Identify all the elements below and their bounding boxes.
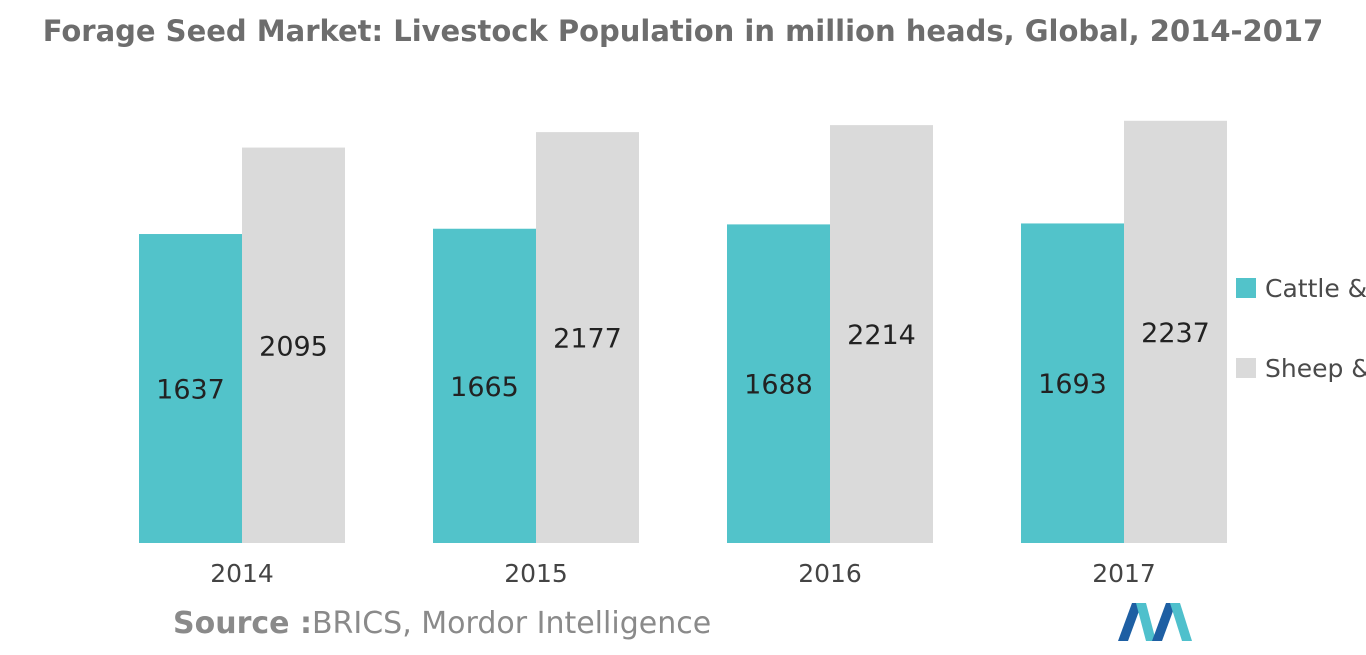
bar-series-2-2015 [536,132,639,543]
source-note: Source :BRICS, Mordor Intelligence [173,606,711,641]
data-label-series-1-2016: 1688 [744,370,813,401]
data-label-series-1-2014: 1637 [156,375,225,406]
x-tick-label-2017: 2017 [1092,559,1156,588]
legend: Cattle & Sheep & [1236,268,1366,428]
data-label-series-1-2017: 1693 [1038,369,1107,400]
data-label-series-1-2015: 1665 [450,372,519,403]
bar-series-1-2016 [727,224,830,543]
legend-swatch-series-2 [1236,358,1256,378]
source-label: Source : [173,606,312,641]
chart-title: Forage Seed Market: Livestock Population… [42,14,1324,48]
bar-series-1-2017 [1021,223,1124,543]
source-text: BRICS, Mordor Intelligence [311,606,712,641]
data-label-series-2-2016: 2214 [847,320,916,351]
bar-series-1-2014 [139,234,242,544]
data-label-series-2-2017: 2237 [1141,318,1210,349]
legend-item-series-1: Cattle & [1236,268,1366,308]
legend-label-series-1: Cattle & [1265,273,1366,303]
legend-item-series-2: Sheep & [1236,348,1366,388]
bar-series-2-2016 [830,125,933,544]
x-tick-label-2016: 2016 [798,559,862,588]
x-tick-label-2014: 2014 [210,559,274,588]
x-tick-label-2015: 2015 [504,559,568,588]
data-label-series-2-2014: 2095 [259,331,328,362]
mordor-intelligence-logo-icon [1118,603,1192,641]
legend-swatch-series-1 [1236,278,1256,298]
bar-series-2-2014 [242,147,345,544]
legend-label-series-2: Sheep & [1265,353,1366,383]
bar-series-2-2017 [1124,120,1227,544]
data-label-series-2-2015: 2177 [553,324,622,355]
bar-series-1-2015 [433,228,536,543]
